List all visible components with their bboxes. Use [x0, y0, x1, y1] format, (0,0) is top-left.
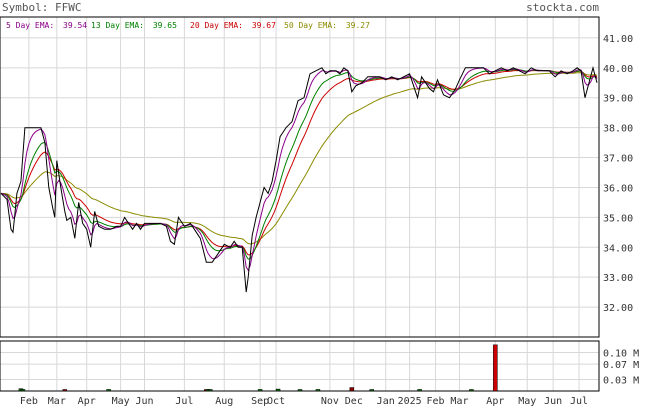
date-tick-label: Jul — [175, 396, 193, 406]
price-tick-label: 32.00 — [603, 303, 633, 314]
price-tick-label: 35.00 — [603, 213, 633, 224]
legend-ema13-value: 39.65 — [153, 21, 177, 30]
date-tick-label: Nov — [321, 396, 339, 406]
price-tick-label: 41.00 — [603, 34, 633, 45]
volume-bar — [349, 387, 355, 392]
price-axis-labels: 32.00 33.00 34.00 35.00 36.00 37.00 38.00 39.00… — [603, 34, 633, 314]
date-tick-label: Jan — [377, 396, 395, 406]
watermark: stockta.com — [526, 1, 599, 14]
volume-bar — [257, 389, 263, 392]
ema13-line — [0, 69, 598, 260]
date-tick-label: Jun — [135, 396, 153, 406]
date-tick-label: Mar — [450, 396, 468, 406]
legend-ema13-label: 13 Day EMA: — [91, 21, 144, 30]
volume-bar — [106, 389, 111, 392]
volume-bars — [18, 344, 498, 392]
ema5-line — [0, 67, 598, 272]
price-panel-frame — [0, 16, 600, 338]
date-tick-label: Aug — [215, 396, 233, 406]
date-tick-label: Mar — [48, 396, 66, 406]
volume-bar — [297, 389, 303, 392]
volume-bar — [208, 389, 213, 392]
date-tick-label: Feb — [20, 396, 38, 406]
date-tick-label: Feb — [427, 396, 445, 406]
volume-tick-label: 0.10 M — [603, 349, 639, 360]
volume-bar — [493, 344, 498, 392]
volume-bar — [417, 389, 422, 392]
volume-bar — [315, 389, 321, 392]
date-tick-label: Jul — [570, 396, 588, 406]
price-tick-label: 33.00 — [603, 273, 633, 284]
date-tick-label: May — [518, 396, 536, 406]
legend-ema5: 5 Day EMA: 39.54 — [6, 21, 87, 30]
volume-axis-labels: 0.03 M 0.07 M0.10 M — [603, 349, 639, 387]
price-tick-label: 37.00 — [603, 154, 633, 165]
date-tick-label: Apr — [78, 396, 96, 406]
legend-ema50-value: 39.27 — [346, 21, 370, 30]
price-tick-label: 39.00 — [603, 94, 633, 105]
date-tick-label: May — [112, 396, 130, 406]
date-tick-label: Oct — [267, 396, 285, 406]
ema20-line — [0, 69, 598, 256]
volume-tick-label: 0.07 M — [603, 360, 639, 371]
price-line — [0, 65, 598, 293]
ema50-line — [0, 72, 598, 245]
legend-ema50-label: 50 Day EMA: — [284, 21, 337, 30]
date-tick-label: 2025 — [398, 396, 422, 406]
price-tick-label: 40.00 — [603, 64, 633, 75]
volume-bar — [469, 389, 474, 392]
legend-ema20-label: 20 Day EMA: — [190, 21, 243, 30]
price-grid — [0, 17, 599, 391]
series-lines — [0, 65, 598, 293]
volume-grid — [0, 352, 599, 380]
legend-ema5-label: 5 Day EMA: — [6, 21, 54, 30]
price-tick-label: 34.00 — [603, 243, 633, 254]
volume-tick-label: 0.03 M — [603, 375, 639, 386]
volume-bar — [62, 389, 68, 392]
date-tick-label: Jun — [544, 396, 562, 406]
legend-ema20: 20 Day EMA: 39.67 — [190, 21, 276, 30]
legend-ema50: 50 Day EMA: 39.27 — [284, 21, 370, 30]
price-tick-label: 36.00 — [603, 183, 633, 194]
legend-ema20-value: 39.67 — [252, 21, 276, 30]
date-tick-label: Apr — [486, 396, 504, 406]
date-tick-label: Dec — [345, 396, 363, 406]
legend-ema5-value: 39.54 — [63, 21, 87, 30]
volume-bar — [369, 389, 375, 392]
price-tick-label: 38.00 — [603, 124, 633, 135]
date-tick-label: Sep — [251, 396, 269, 406]
legend-ema13: 13 Day EMA: 39.65 — [91, 21, 177, 30]
volume-bar — [20, 389, 26, 392]
volume-bar — [275, 388, 281, 392]
chart-title: Symbol: FFWC — [2, 1, 81, 14]
